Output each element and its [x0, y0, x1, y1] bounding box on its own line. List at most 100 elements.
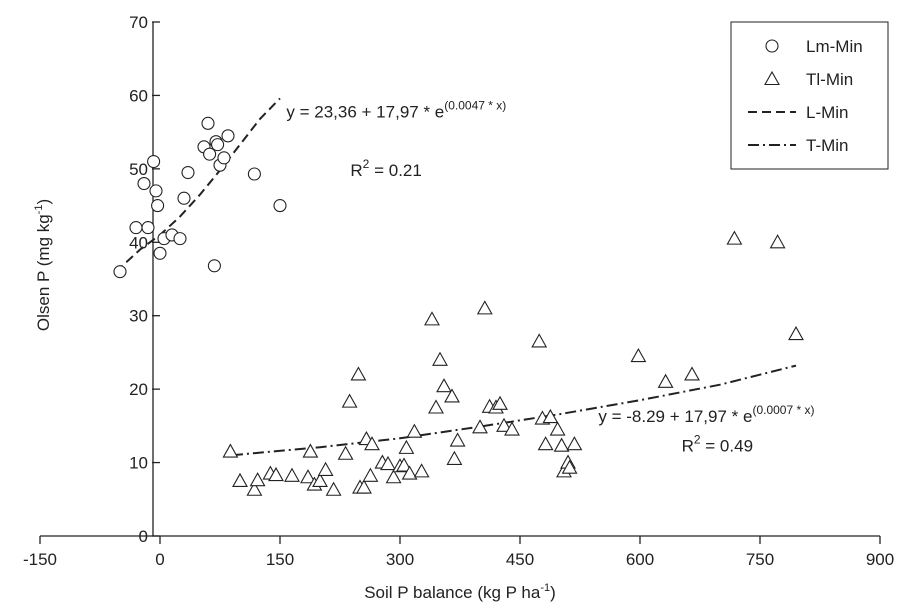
data-point: [446, 450, 463, 465]
data-point: [207, 259, 221, 273]
data-point: [350, 366, 367, 381]
data-point: [141, 221, 155, 235]
y-tick-label: 70: [129, 13, 148, 32]
y-tick-label: 30: [129, 307, 148, 326]
legend-marker-circle: [765, 39, 779, 53]
data-point: [413, 463, 430, 478]
data-point: [561, 459, 578, 474]
data-point: [149, 184, 163, 198]
y-tick-label: 40: [129, 233, 148, 252]
data-point: [222, 443, 239, 458]
legend-label: L-Min: [806, 103, 849, 122]
data-point: [396, 457, 412, 472]
x-tick-label: 0: [155, 550, 164, 569]
data-point: [113, 265, 127, 279]
data-point: [553, 437, 570, 452]
data-point: [726, 230, 743, 245]
data-point: [449, 432, 466, 447]
annotation-r2: R2 = 0.49: [682, 433, 753, 456]
data-point: [217, 151, 231, 165]
data-point: [788, 325, 804, 341]
y-tick-label: 60: [129, 86, 148, 105]
x-tick-label: 750: [746, 550, 774, 569]
data-point: [531, 333, 548, 348]
data-point: [432, 351, 448, 366]
data-point: [129, 221, 143, 235]
data-point: [428, 399, 444, 414]
x-tick-label: 600: [626, 550, 654, 569]
legend-marker-triangle: [764, 70, 780, 86]
data-point: [504, 421, 520, 436]
data-point: [173, 232, 187, 246]
y-tick-label: 50: [129, 160, 148, 179]
data-point: [300, 469, 316, 484]
data-point: [492, 395, 508, 410]
legend-label: Tl-Min: [806, 70, 853, 89]
data-point: [566, 436, 583, 451]
data-point: [398, 439, 415, 454]
data-point: [317, 461, 334, 476]
data-point: [302, 443, 319, 458]
data-point: [181, 165, 195, 180]
data-point: [380, 455, 396, 471]
data-point: [221, 129, 235, 143]
data-point: [496, 417, 512, 432]
x-tick-label: -150: [23, 550, 57, 569]
data-point: [268, 466, 284, 482]
data-point: [436, 378, 452, 393]
y-axis-label: Olsen P (mg kg-1): [33, 199, 53, 331]
data-point: [549, 421, 566, 436]
data-point: [684, 366, 700, 381]
annotations: y = 23,36 + 17,97 * e(0.0047 * x) R2 = 0.…: [286, 98, 814, 455]
y-tick-label: 20: [129, 380, 148, 399]
data-point: [362, 467, 379, 482]
data-point: [249, 472, 266, 487]
data-point: [137, 176, 151, 191]
data-point: [472, 419, 488, 434]
annotation-eq2: y = -8.29 + 17,97 * e(0.0007 * x): [598, 403, 814, 426]
data-point: [657, 373, 674, 388]
data-point: [153, 246, 167, 260]
y-tick-label: 10: [129, 454, 148, 473]
data-point: [312, 472, 328, 487]
data-point: [537, 436, 554, 451]
plot-area: [113, 97, 804, 496]
data-point: [476, 300, 493, 315]
data-point: [401, 465, 418, 480]
x-axis-label: Soil P balance (kg P ha-1): [364, 582, 556, 602]
data-point: [356, 479, 372, 494]
legend-label: T-Min: [806, 136, 849, 155]
x-tick-label: 300: [386, 550, 414, 569]
x-tick-label: 450: [506, 550, 534, 569]
x-tick-label: 150: [266, 550, 294, 569]
data-point: [147, 154, 161, 169]
data-point: [630, 347, 647, 363]
legend-label: Lm-Min: [806, 37, 863, 56]
data-point: [444, 388, 460, 403]
data-point: [151, 199, 165, 213]
data-point: [284, 467, 300, 482]
data-point: [203, 147, 217, 161]
legend: Lm-Min Tl-Min L-Min T-Min: [730, 21, 889, 170]
data-point: [201, 116, 215, 130]
x-tick-label: 900: [866, 550, 894, 569]
annotation-r1: R2 = 0.21: [350, 157, 421, 180]
annotation-eq1: y = 23,36 + 17,97 * e(0.0047 * x): [286, 98, 506, 121]
data-point: [385, 469, 402, 484]
data-point: [341, 393, 358, 408]
data-point: [211, 138, 225, 152]
data-point: [246, 481, 263, 496]
data-point: [364, 436, 380, 451]
ticks: -150 0 150 300 450 600 750 900 0 10 20 30 40 50 60 70: [23, 13, 894, 569]
axes: [40, 22, 880, 537]
data-point: [177, 191, 191, 205]
data-point: [542, 408, 559, 424]
data-point: [325, 481, 342, 496]
data-point: [273, 199, 287, 213]
data-point: [769, 234, 786, 249]
data-point: [406, 423, 423, 438]
fit-line-l-min: [115, 97, 281, 273]
data-point: [247, 167, 261, 181]
